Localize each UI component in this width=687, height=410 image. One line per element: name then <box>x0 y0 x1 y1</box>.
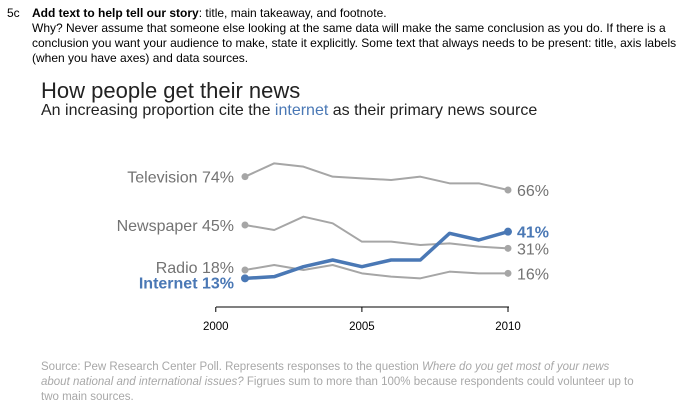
television-line <box>244 162 509 191</box>
x-axis: 2000 2005 2010 <box>203 306 521 333</box>
radio-start-point <box>241 266 249 274</box>
chart-title: How people get their news <box>41 78 301 103</box>
newspaper-end-label: 31% <box>517 241 549 258</box>
source-footnote: Source: Pew Research Center Poll. Repres… <box>41 360 641 405</box>
radio-line <box>244 264 508 280</box>
step-explanation: Why? Never assume that someone else look… <box>32 21 677 65</box>
series-labels: Television 74% 66% Newspaper 45% 31% Radio 1… <box>117 170 549 293</box>
radio-start-label: Radio 18% <box>156 260 234 277</box>
radio-end-label: 16% <box>517 266 549 283</box>
subtitle-highlight: internet <box>274 102 329 119</box>
series-group <box>241 162 512 283</box>
subtitle-text-before: An increasing proportion cite the <box>41 102 275 119</box>
footnote-question: Where do you get most of your news about… <box>41 361 610 388</box>
internet-line <box>244 229 509 281</box>
step-title-rest: : title, main takeaway, and footnote. <box>198 6 387 20</box>
internet-start-point <box>241 274 249 283</box>
newspaper-end-point <box>504 244 512 252</box>
chart-subtitle: An increasing proportion cite the intern… <box>41 102 537 120</box>
radio-end-point <box>504 269 512 277</box>
newspaper-line <box>244 215 509 250</box>
x-tick-label: 2010 <box>495 321 521 333</box>
television-start-point <box>241 173 249 181</box>
television-start-label: Television 74% <box>127 170 234 187</box>
subtitle-text-after: as their primary news source <box>328 102 538 119</box>
internet-end-label: 41% <box>517 225 549 242</box>
footnote-text-end: Figrues sum to more than 100% because re… <box>41 376 634 403</box>
step-title: Add text to help tell our story <box>32 6 199 20</box>
television-end-point <box>504 186 512 194</box>
step-number: 5c <box>7 6 20 20</box>
x-tick-label: 2000 <box>203 321 229 333</box>
x-tick-label: 2005 <box>349 321 375 333</box>
television-end-label: 66% <box>517 183 549 200</box>
newspaper-start-point <box>241 221 249 229</box>
footnote-text: Source: Pew Research Center Poll. Repres… <box>41 361 422 373</box>
internet-start-label: Internet 13% <box>139 275 234 292</box>
internet-end-point <box>504 227 512 236</box>
instruction-body: Add text to help tell our story: title, … <box>32 6 682 66</box>
newspaper-start-label: Newspaper 45% <box>117 218 234 235</box>
